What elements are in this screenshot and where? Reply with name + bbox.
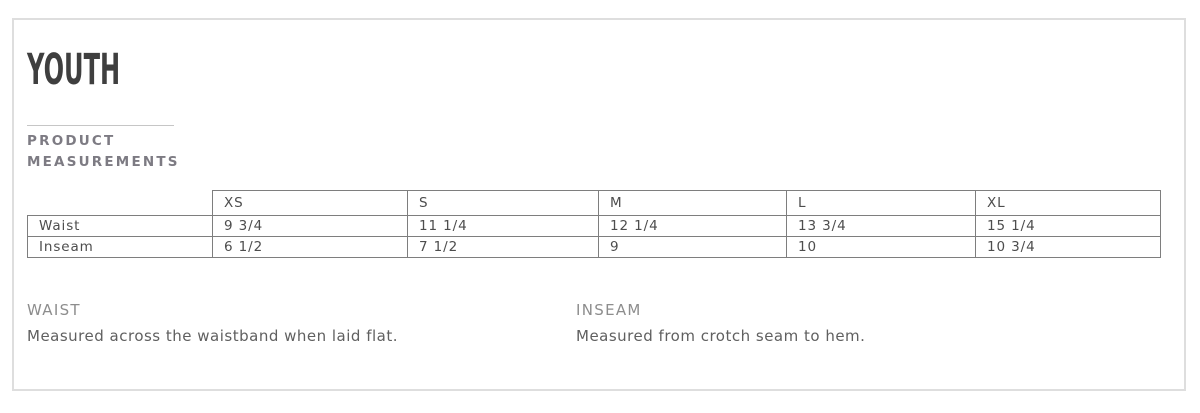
col-header-xl: XL <box>975 190 1161 216</box>
row-label-waist: Waist <box>27 215 213 237</box>
row-label-inseam: Inseam <box>27 236 213 258</box>
col-header-m: M <box>598 190 787 216</box>
section-heading: PRODUCT MEASUREMENTS <box>27 133 180 170</box>
definition-waist-term: WAIST <box>27 301 81 319</box>
cell-waist-l: 13 3/4 <box>786 215 976 237</box>
section-divider <box>27 125 174 126</box>
definition-inseam-description: Measured from crotch seam to hem. <box>576 327 866 345</box>
table-row-waist: Waist 9 3/4 11 1/4 12 1/4 13 3/4 15 1/4 <box>27 215 1161 237</box>
measurements-table: XS S M L XL Waist 9 3/4 11 1/4 12 1/4 13… <box>27 190 1161 258</box>
cell-waist-xs: 9 3/4 <box>212 215 408 237</box>
col-header-xs: XS <box>212 190 408 216</box>
definition-waist-description: Measured across the waistband when laid … <box>27 327 398 345</box>
cell-inseam-m: 9 <box>598 236 787 258</box>
cell-inseam-xs: 6 1/2 <box>212 236 408 258</box>
table-row-inseam: Inseam 6 1/2 7 1/2 9 10 10 3/4 <box>27 236 1161 258</box>
table-header-row: XS S M L XL <box>28 190 1161 216</box>
cell-inseam-l: 10 <box>786 236 976 258</box>
cell-inseam-xl: 10 3/4 <box>975 236 1161 258</box>
definition-waist: WAIST Measured across the waistband when… <box>27 301 398 346</box>
definition-inseam: INSEAM Measured from crotch seam to hem. <box>576 301 865 346</box>
page-title: YOUTH <box>27 45 121 95</box>
col-header-s: S <box>407 190 599 216</box>
measurements-table-wrap: XS S M L XL Waist 9 3/4 11 1/4 12 1/4 13… <box>27 190 1161 258</box>
col-header-l: L <box>786 190 976 216</box>
cell-waist-xl: 15 1/4 <box>975 215 1161 237</box>
definition-inseam-term: INSEAM <box>576 301 642 319</box>
cell-waist-s: 11 1/4 <box>407 215 599 237</box>
table-corner-cell <box>28 191 213 216</box>
cell-inseam-s: 7 1/2 <box>407 236 599 258</box>
cell-waist-m: 12 1/4 <box>598 215 787 237</box>
size-chart-panel: YOUTH PRODUCT MEASUREMENTS XS S M L XL <box>12 18 1186 391</box>
